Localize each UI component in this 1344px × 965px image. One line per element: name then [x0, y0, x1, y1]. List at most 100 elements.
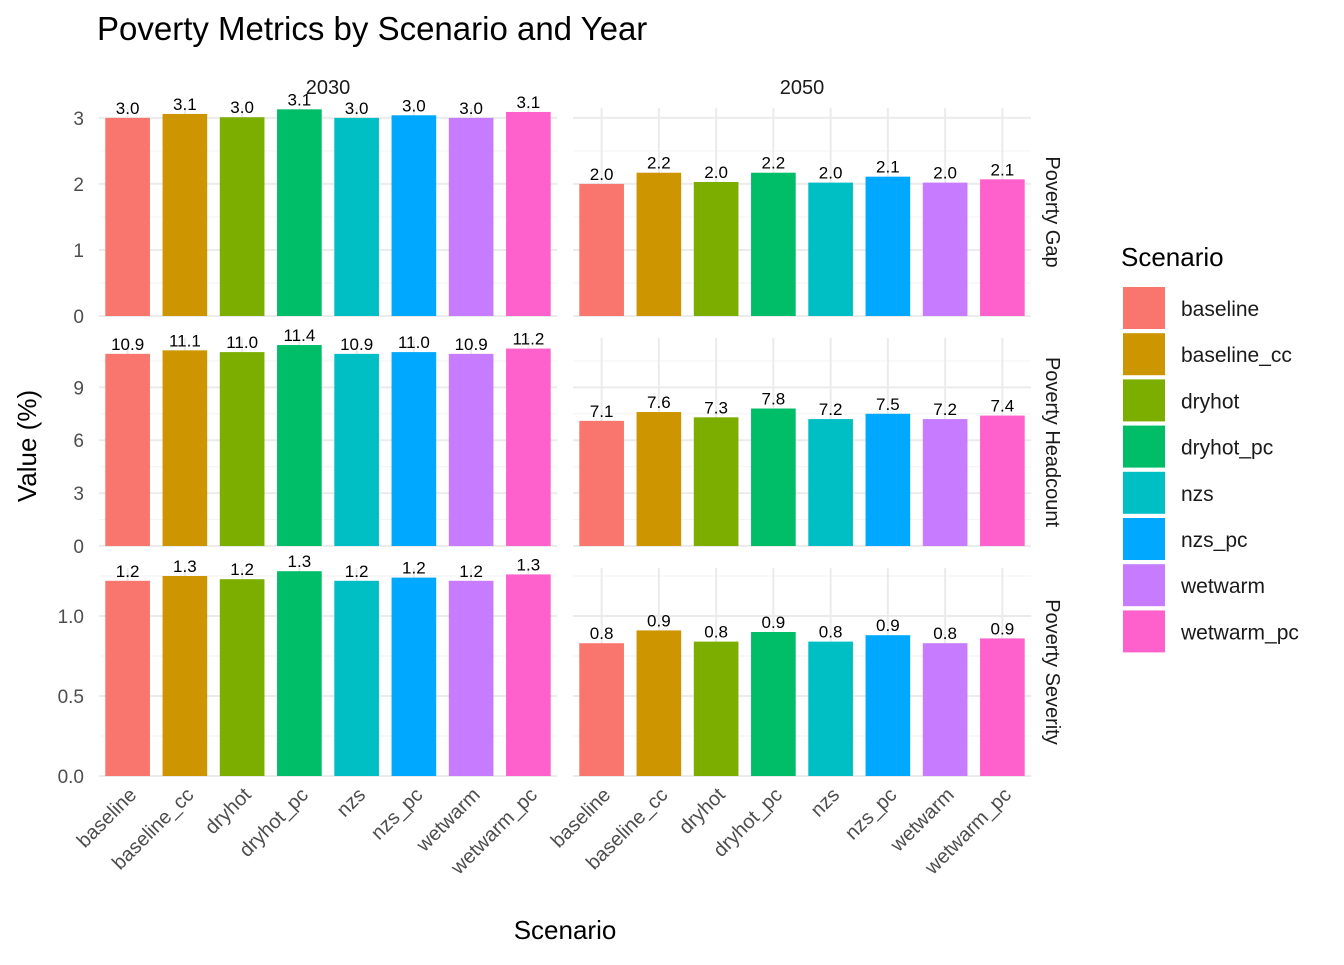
- bar-wetwarm: [922, 419, 968, 546]
- legend-label: wetwarm_pc: [1180, 621, 1299, 644]
- legend-label: baseline_cc: [1181, 344, 1292, 367]
- x-tick-label: nzs: [807, 784, 845, 822]
- x-tick-label: dryhot: [675, 784, 730, 839]
- bar-dryhot: [219, 352, 265, 546]
- bar-baseline_cc: [636, 412, 682, 546]
- bar-value-label: 11.4: [283, 326, 315, 345]
- bar-nzs_pc: [391, 115, 437, 316]
- bar-value-label: 3.1: [173, 95, 197, 114]
- bar-value-label: 7.1: [590, 402, 614, 421]
- bar-value-label: 0.8: [590, 624, 614, 643]
- legend-swatch-wetwarm_pc: [1123, 610, 1165, 653]
- bar-value-label: 10.9: [455, 335, 488, 354]
- bar-value-label: 3.0: [230, 98, 254, 117]
- bar-wetwarm: [922, 182, 968, 316]
- bar-value-label: 1.3: [517, 555, 541, 574]
- bar-value-label: 1.2: [345, 562, 369, 581]
- bar-value-label: 7.3: [704, 398, 728, 417]
- bar-value-label: 3.0: [402, 96, 426, 115]
- bar-dryhot: [693, 417, 739, 546]
- y-tick-label: 0: [73, 537, 84, 558]
- bar-value-label: 0.9: [991, 619, 1015, 638]
- bar-baseline_cc: [162, 576, 208, 776]
- bar-dryhot: [693, 641, 739, 776]
- y-axis-title: Value (%): [12, 390, 42, 502]
- facet-row-label: Poverty Headcount: [1041, 357, 1063, 528]
- x-tick-label: dryhot: [201, 784, 256, 839]
- bar-value-label: 1.2: [230, 560, 254, 579]
- bar-value-label: 1.2: [459, 562, 483, 581]
- bar-baseline_cc: [636, 630, 682, 776]
- bar-value-label: 3.1: [288, 90, 312, 109]
- bar-value-label: 3.0: [459, 99, 483, 118]
- bar-value-label: 11.2: [512, 330, 544, 349]
- bar-wetwarm: [448, 353, 494, 546]
- bar-value-label: 7.2: [933, 400, 957, 419]
- bar-nzs: [808, 641, 853, 776]
- bar-value-label: 2.2: [647, 154, 671, 173]
- bar-nzs: [334, 353, 379, 546]
- bar-wetwarm: [922, 643, 968, 776]
- bar-value-label: 7.5: [876, 395, 900, 414]
- bar-wetwarm_pc: [506, 111, 551, 316]
- bar-baseline_cc: [162, 350, 208, 546]
- bar-dryhot_pc: [277, 345, 322, 546]
- bar-value-label: 11.0: [398, 333, 430, 352]
- bar-baseline_cc: [162, 113, 208, 316]
- bar-value-label: 1.2: [116, 562, 140, 581]
- bar-nzs: [334, 580, 379, 776]
- bar-value-label: 0.9: [647, 611, 671, 630]
- bar-nzs_pc: [865, 176, 911, 316]
- x-tick-label: nzs: [333, 784, 371, 822]
- legend-title: Scenario: [1121, 242, 1224, 272]
- bar-wetwarm_pc: [980, 415, 1025, 546]
- bar-nzs: [808, 182, 853, 316]
- bar-baseline: [579, 643, 624, 776]
- bar-value-label: 11.1: [169, 331, 201, 350]
- bar-baseline: [105, 580, 150, 776]
- bar-value-label: 2.1: [991, 160, 1015, 179]
- bar-value-label: 7.4: [991, 397, 1015, 416]
- bar-value-label: 3.0: [345, 99, 369, 118]
- bar-value-label: 7.6: [647, 393, 671, 412]
- bar-dryhot_pc: [277, 571, 322, 776]
- bar-value-label: 2.0: [819, 164, 843, 183]
- legend-swatch-dryhot_pc: [1123, 425, 1165, 468]
- x-axis-title: Scenario: [514, 915, 617, 945]
- bar-baseline_cc: [636, 172, 682, 316]
- bar-baseline: [105, 117, 150, 317]
- bar-value-label: 0.8: [933, 624, 957, 643]
- bar-value-label: 1.2: [402, 559, 426, 578]
- bar-nzs: [808, 419, 853, 546]
- bar-value-label: 2.1: [876, 158, 900, 177]
- bar-wetwarm_pc: [980, 638, 1025, 776]
- legend-label: baseline: [1181, 298, 1259, 321]
- bar-value-label: 2.0: [704, 163, 728, 182]
- bar-dryhot: [219, 117, 265, 316]
- bar-dryhot: [693, 181, 739, 316]
- y-tick-label: 3: [73, 484, 84, 505]
- y-tick-label: 1: [73, 241, 84, 262]
- bar-value-label: 10.9: [340, 335, 373, 354]
- y-tick-label: 6: [73, 431, 84, 452]
- bar-value-label: 11.0: [226, 333, 258, 352]
- legend-swatch-dryhot: [1123, 379, 1165, 422]
- bar-wetwarm_pc: [980, 179, 1025, 316]
- bar-value-label: 2.0: [590, 165, 614, 184]
- bar-value-label: 0.8: [819, 623, 843, 642]
- legend-label: wetwarm: [1180, 575, 1265, 598]
- facet-column-label: 2050: [780, 77, 825, 99]
- bar-value-label: 7.8: [762, 390, 786, 409]
- bar-baseline: [579, 183, 624, 316]
- legend-swatch-nzs_pc: [1123, 518, 1165, 560]
- bar-value-label: 2.2: [762, 154, 786, 173]
- bar-wetwarm_pc: [506, 574, 551, 776]
- bar-value-label: 0.9: [762, 613, 786, 632]
- legend-swatch-baseline_cc: [1123, 333, 1165, 376]
- legend-label: dryhot_pc: [1181, 437, 1273, 460]
- facet-column-label: 2030: [306, 77, 351, 99]
- y-tick-label: 0.0: [58, 767, 84, 788]
- bar-baseline: [579, 420, 624, 546]
- facet-row-label: Poverty Severity: [1041, 599, 1063, 745]
- legend-label: nzs: [1181, 483, 1214, 506]
